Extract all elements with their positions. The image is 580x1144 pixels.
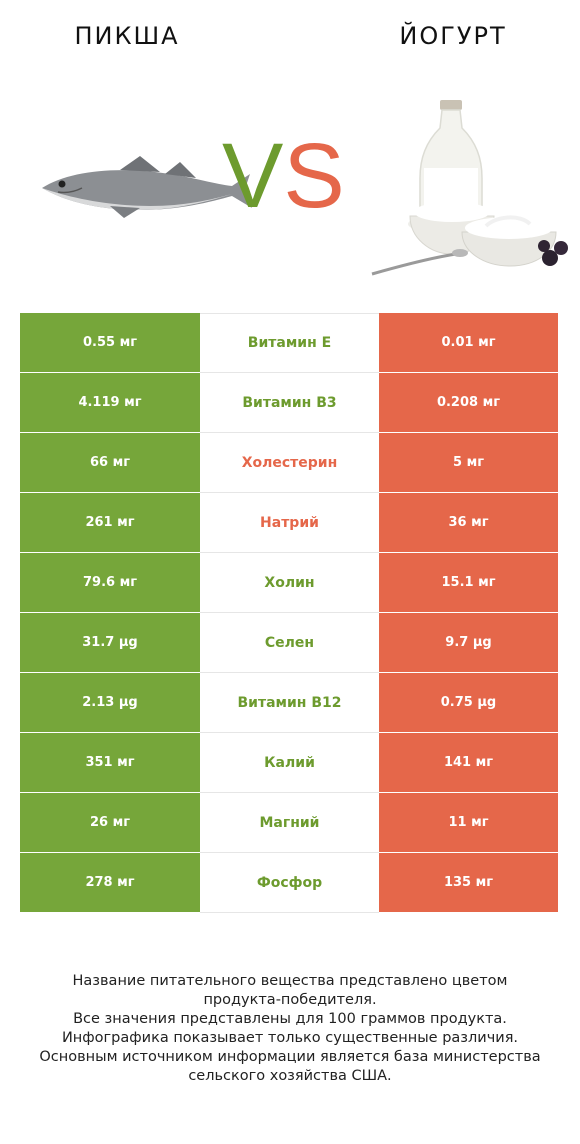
right-value: 15.1 мг <box>379 553 558 613</box>
right-value: 9.7 µg <box>379 613 558 673</box>
left-product-title: ПИКША <box>74 22 180 50</box>
nutrient-name: Витамин B12 <box>200 673 379 733</box>
nutrient-name: Витамин B3 <box>200 373 379 433</box>
vs-v-letter: V <box>222 125 284 227</box>
right-value: 0.01 мг <box>379 313 558 373</box>
footer-notes: Название питательного вещества представл… <box>20 972 560 1086</box>
left-value: 66 мг <box>20 433 200 493</box>
nutrient-name: Витамин E <box>200 313 379 373</box>
table-row: 278 мг Фосфор 135 мг <box>20 853 558 913</box>
nutrient-name: Холестерин <box>200 433 379 493</box>
left-value: 79.6 мг <box>20 553 200 613</box>
table-row: 79.6 мг Холин 15.1 мг <box>20 553 558 613</box>
footer-line: Инфографика показывает только существенн… <box>61 1030 519 1046</box>
right-value: 36 мг <box>379 493 558 553</box>
footer-line: Все значения представлены для 100 граммо… <box>73 1011 507 1027</box>
nutrient-name: Калий <box>200 733 379 793</box>
footer-line: сельского хозяйства США. <box>188 1068 392 1084</box>
right-value: 135 мг <box>379 853 558 913</box>
table-row: 31.7 µg Селен 9.7 µg <box>20 613 558 673</box>
left-value: 351 мг <box>20 733 200 793</box>
vs-s-letter: S <box>283 125 345 227</box>
nutrient-name: Селен <box>200 613 379 673</box>
footer-line: продукта-победителя. <box>203 992 377 1008</box>
left-value: 31.7 µg <box>20 613 200 673</box>
right-product-title: ЙОГУРТ <box>399 22 507 50</box>
table-row: 351 мг Калий 141 мг <box>20 733 558 793</box>
hero-illustration <box>42 100 568 276</box>
table-row: 26 мг Магний 11 мг <box>20 793 558 853</box>
nutrient-name: Натрий <box>200 493 379 553</box>
left-value: 278 мг <box>20 853 200 913</box>
fish-image <box>42 156 252 218</box>
left-value: 2.13 µg <box>20 673 200 733</box>
table-row: 2.13 µg Витамин B12 0.75 µg <box>20 673 558 733</box>
left-value: 4.119 мг <box>20 373 200 433</box>
right-value: 5 мг <box>379 433 558 493</box>
table-row: 66 мг Холестерин 5 мг <box>20 433 558 493</box>
left-value: 26 мг <box>20 793 200 853</box>
vs-label: VS <box>222 130 345 222</box>
right-value: 0.75 µg <box>379 673 558 733</box>
right-value: 0.208 мг <box>379 373 558 433</box>
nutrient-name: Холин <box>200 553 379 613</box>
left-value: 261 мг <box>20 493 200 553</box>
footer-line: Основным источником информации является … <box>39 1049 541 1065</box>
table-row: 261 мг Натрий 36 мг <box>20 493 558 553</box>
table-row: 0.55 мг Витамин E 0.01 мг <box>20 313 558 373</box>
table-row: 4.119 мг Витамин B3 0.208 мг <box>20 373 558 433</box>
right-value: 141 мг <box>379 733 558 793</box>
comparison-table: 0.55 мг Витамин E 0.01 мг 4.119 мг Витам… <box>20 313 558 913</box>
left-value: 0.55 мг <box>20 313 200 373</box>
right-value: 11 мг <box>379 793 558 853</box>
footer-line: Название питательного вещества представл… <box>72 973 508 989</box>
nutrient-name: Магний <box>200 793 379 853</box>
nutrient-name: Фосфор <box>200 853 379 913</box>
yogurt-image <box>371 100 568 276</box>
